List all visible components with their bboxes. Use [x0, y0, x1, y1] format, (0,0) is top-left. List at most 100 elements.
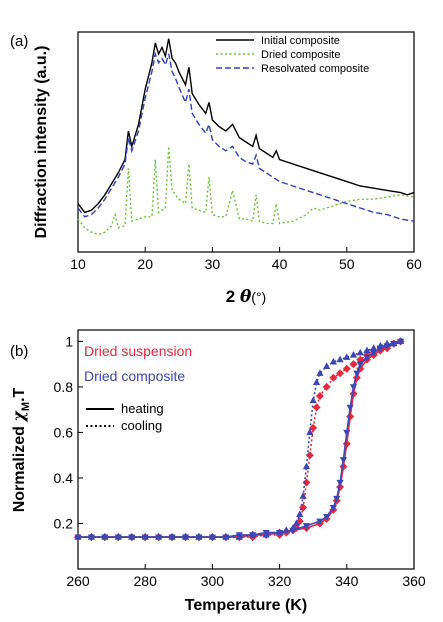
panel-b-x-ticks: 260 280 300 320 340 360 [66, 564, 426, 589]
data-point-dried-composite-cooling [336, 355, 344, 363]
panel-b: (b) 260 280 300 320 340 360 0.2 0.4 0.6 0.8 1 Nor… [9, 329, 426, 614]
panel-b-ylabel-sub: M [20, 402, 32, 411]
panel-a-xlabel-prefix: 2 [226, 287, 240, 306]
panel-a-x-axis-label: 2 θ(°) [226, 287, 266, 307]
x-tick-label: 280 [134, 573, 158, 589]
data-point-dried-suspension-cooling [336, 369, 345, 378]
y-tick-label: 0.2 [54, 515, 74, 531]
data-point-dried-suspension-cooling [315, 392, 324, 401]
legend-label-initial-composite: Initial composite [261, 35, 340, 47]
x-tick-label: 30 [205, 256, 221, 272]
data-point-dried-suspension-cooling [329, 373, 338, 382]
panel-a: (a) 10 20 30 40 50 60 Diffraction intensity (… [10, 31, 422, 307]
panel-b-plot-frame [77, 329, 415, 570]
data-point-dried-composite-cooling [299, 492, 307, 499]
data-point-dried-composite-cooling [262, 530, 270, 538]
data-point-dried-composite-cooling [349, 351, 358, 358]
series-line-dried-composite-cooling [78, 340, 401, 538]
data-point-dried-composite-cooling [370, 344, 378, 351]
x-tick-label: 260 [66, 573, 90, 589]
x-tick-label: 20 [137, 256, 153, 272]
panel-b-label: (b) [10, 343, 28, 360]
data-point-dried-composite-cooling [222, 533, 230, 540]
data-point-dried-composite-heating [343, 429, 351, 437]
legend-label-dried-composite: Dried composite [84, 368, 185, 384]
x-tick-label: 40 [272, 256, 288, 272]
data-point-dried-suspension-cooling [349, 360, 358, 369]
panel-a-x-ticks: 10 20 30 40 50 60 [70, 247, 422, 272]
data-point-dried-composite-cooling [343, 353, 351, 360]
data-point-dried-composite-cooling [376, 341, 384, 349]
legend-label-heating: heating [121, 401, 164, 416]
data-point-dried-composite-cooling [141, 533, 149, 540]
series-line-dried-composite [77, 146, 415, 236]
data-point-dried-suspension-cooling [302, 478, 311, 487]
data-point-dried-composite-cooling [396, 337, 405, 344]
panel-b-y-axis-label: Normalized χM.T [9, 387, 32, 512]
data-point-dried-composite-cooling [87, 533, 96, 540]
data-point-dried-composite-cooling [74, 533, 82, 540]
data-point-dried-composite-cooling [181, 533, 190, 540]
data-point-dried-composite-heating [336, 479, 344, 487]
x-tick-label: 320 [268, 573, 292, 589]
data-point-dried-composite-cooling [276, 528, 284, 536]
data-point-dried-composite-cooling [155, 533, 163, 540]
legend-label-dried-composite: Dried composite [261, 49, 340, 61]
y-tick-label: 0.4 [54, 470, 74, 486]
x-tick-label: 340 [335, 573, 359, 589]
y-tick-label: 0.6 [54, 424, 74, 440]
panel-a-legend: Initial composite Dried composite Resolvat… [216, 35, 369, 75]
data-point-dried-composite-cooling [195, 533, 203, 540]
data-point-dried-suspension-heating [342, 439, 351, 448]
data-point-dried-composite-cooling [296, 510, 304, 517]
data-point-dried-composite-cooling [114, 533, 122, 540]
panel-b-series-group [74, 337, 405, 542]
data-point-dried-composite-heating [333, 495, 341, 503]
data-point-dried-composite-heating [339, 457, 348, 464]
y-tick-label: 0.8 [54, 379, 74, 395]
data-point-dried-composite-cooling [101, 533, 109, 540]
data-point-dried-composite-cooling [292, 519, 300, 527]
data-point-dried-composite-cooling [249, 530, 257, 538]
data-point-dried-composite-cooling [302, 462, 311, 470]
data-point-dried-composite-heating [356, 361, 364, 369]
data-point-dried-composite-cooling [312, 378, 321, 385]
data-point-dried-composite-cooling [356, 348, 364, 356]
panel-a-xlabel-theta: θ [240, 287, 252, 307]
data-point-dried-composite-cooling [390, 339, 398, 347]
data-point-dried-composite-cooling [323, 362, 331, 370]
panel-a-label: (a) [10, 33, 28, 50]
data-point-dried-composite-cooling [306, 428, 314, 436]
data-point-dried-suspension-cooling [322, 382, 331, 391]
data-point-dried-suspension-cooling [312, 403, 321, 412]
x-tick-label: 10 [70, 256, 86, 272]
data-point-dried-composite-heating [353, 370, 361, 378]
data-point-dried-composite-cooling [309, 396, 317, 404]
data-point-dried-composite-heating [323, 514, 331, 521]
panel-b-ylabel-suffix: .T [11, 387, 28, 401]
series-line-initial-composite [77, 38, 415, 214]
data-point-dried-composite-heating [346, 404, 354, 412]
data-point-dried-suspension-cooling [342, 364, 351, 373]
y-tick-label: 1 [65, 333, 73, 349]
data-point-dried-composite-heating [349, 384, 358, 391]
data-point-dried-composite-heating [329, 504, 337, 512]
data-point-dried-suspension-cooling [309, 423, 318, 432]
legend-label-cooling: cooling [121, 418, 162, 433]
panel-b-legend: Dried suspension Dried composite heating co… [84, 343, 192, 433]
data-point-dried-composite-cooling [289, 524, 297, 531]
series-line-resolvated-composite [77, 51, 415, 222]
data-point-dried-composite-cooling [128, 533, 136, 540]
panel-a-xlabel-suffix: (°) [251, 289, 266, 305]
x-tick-label: 300 [201, 573, 225, 589]
x-tick-label: 50 [339, 256, 355, 272]
data-point-dried-composite-heating [363, 354, 371, 362]
panel-b-x-axis-label: Temperature (K) [185, 597, 307, 614]
panel-a-y-axis-label: Diffraction intensity (a.u.) [33, 46, 50, 239]
data-point-dried-composite-cooling [383, 339, 391, 347]
panel-a-series-group [77, 38, 415, 236]
panel-b-y-ticks: 0.2 0.4 0.6 0.8 1 [54, 333, 83, 531]
data-point-dried-composite-cooling [208, 533, 216, 540]
x-tick-label: 360 [402, 573, 426, 589]
